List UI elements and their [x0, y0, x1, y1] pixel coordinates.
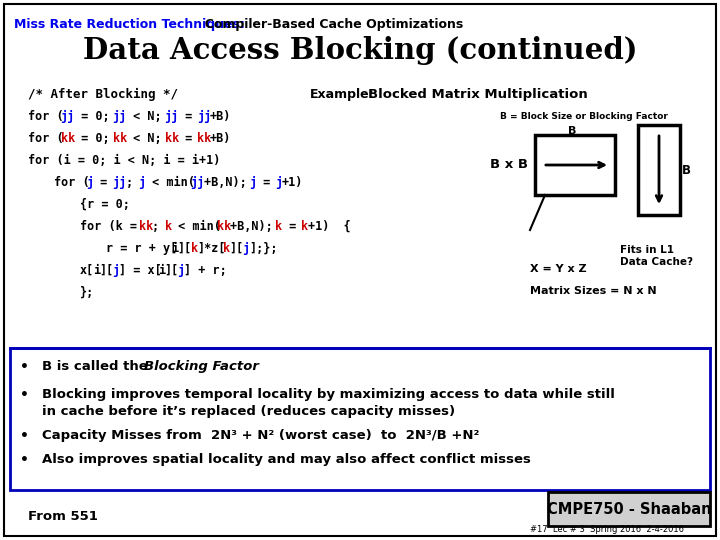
Text: kk: kk — [164, 132, 179, 145]
Text: ][: ][ — [164, 264, 179, 277]
Text: for (: for ( — [28, 110, 63, 123]
Text: Fits in L1: Fits in L1 — [620, 245, 674, 255]
Text: Blocked Matrix Multiplication: Blocked Matrix Multiplication — [368, 88, 588, 101]
Text: k: k — [275, 220, 282, 233]
Text: Miss Rate Reduction Techniques:: Miss Rate Reduction Techniques: — [14, 18, 245, 31]
Text: B: B — [568, 126, 576, 136]
Text: r = r + y[: r = r + y[ — [106, 242, 177, 255]
Text: kk: kk — [112, 132, 127, 145]
Text: •: • — [20, 360, 29, 374]
Text: ] + r;: ] + r; — [184, 264, 227, 277]
Text: j: j — [275, 176, 282, 189]
Text: +B,N);: +B,N); — [204, 176, 253, 189]
Text: };: }; — [80, 286, 94, 299]
Text: kk: kk — [217, 220, 230, 233]
Text: i: i — [158, 264, 165, 277]
Text: x[: x[ — [80, 264, 94, 277]
Text: Example:: Example: — [310, 88, 374, 101]
Text: =: = — [282, 220, 303, 233]
Text: j: j — [243, 242, 250, 255]
Text: < min(: < min( — [145, 176, 195, 189]
Text: =: = — [178, 132, 199, 145]
Text: X = Y x Z: X = Y x Z — [530, 264, 587, 274]
Text: {r = 0;: {r = 0; — [80, 198, 130, 211]
Text: k: k — [191, 242, 197, 255]
Text: +1)  {: +1) { — [307, 220, 350, 233]
Text: ] = x[: ] = x[ — [119, 264, 162, 277]
Text: jj: jj — [197, 110, 211, 123]
Text: B x B: B x B — [490, 159, 528, 172]
Text: Data Access Blocking (continued): Data Access Blocking (continued) — [83, 36, 637, 65]
Text: +B,N);: +B,N); — [230, 220, 279, 233]
Bar — [10, 348, 710, 490]
Text: = 0;: = 0; — [73, 110, 116, 123]
Bar — [535, 135, 615, 195]
Text: Data Cache?: Data Cache? — [620, 257, 693, 267]
Text: Also improves spatial locality and may also affect conflict misses: Also improves spatial locality and may a… — [42, 453, 531, 466]
Text: jj: jj — [164, 110, 179, 123]
Text: for (: for ( — [28, 132, 63, 145]
Text: = 0;: = 0; — [73, 132, 116, 145]
Text: B is called the: B is called the — [42, 360, 153, 373]
Text: < N;: < N; — [125, 132, 168, 145]
Text: j: j — [112, 264, 120, 277]
Text: =: = — [256, 176, 277, 189]
Bar — [638, 125, 680, 215]
Text: From 551: From 551 — [28, 510, 98, 523]
Text: •: • — [20, 388, 29, 402]
Text: jj: jj — [112, 110, 127, 123]
Text: for (: for ( — [54, 176, 89, 189]
Text: ][: ][ — [230, 242, 244, 255]
Text: +B): +B) — [210, 110, 231, 123]
Text: k: k — [164, 220, 171, 233]
Text: < N;: < N; — [125, 110, 168, 123]
Text: +1): +1) — [282, 176, 303, 189]
Text: k: k — [223, 242, 230, 255]
Text: j: j — [178, 264, 184, 277]
Text: kk: kk — [60, 132, 75, 145]
Text: j: j — [138, 176, 145, 189]
Text: =: = — [93, 176, 114, 189]
Text: /* After Blocking */: /* After Blocking */ — [28, 88, 178, 101]
Text: ][: ][ — [178, 242, 192, 255]
Bar — [548, 492, 710, 526]
Text: +B): +B) — [210, 132, 231, 145]
Text: =: = — [178, 110, 199, 123]
Text: Blocking Factor: Blocking Factor — [143, 360, 258, 373]
Text: k: k — [301, 220, 308, 233]
Text: •: • — [20, 429, 29, 443]
Text: i: i — [171, 242, 178, 255]
Text: in cache before it’s replaced (reduces capacity misses): in cache before it’s replaced (reduces c… — [42, 405, 455, 418]
Text: for (k =: for (k = — [80, 220, 144, 233]
Text: jj: jj — [112, 176, 127, 189]
Text: Capacity Misses from  2N³ + N² (worst case)  to  2N³/B +N²: Capacity Misses from 2N³ + N² (worst cas… — [42, 429, 480, 442]
Text: B = Block Size or Blocking Factor: B = Block Size or Blocking Factor — [500, 112, 668, 121]
Text: ][: ][ — [99, 264, 114, 277]
Text: j: j — [249, 176, 256, 189]
Text: for (i = 0; i < N; i = i+1): for (i = 0; i < N; i = i+1) — [28, 154, 220, 167]
Text: jj: jj — [60, 110, 75, 123]
Text: CMPE750 - Shaaban: CMPE750 - Shaaban — [546, 502, 711, 516]
Text: jj: jj — [191, 176, 204, 189]
Text: j: j — [86, 176, 94, 189]
Text: i: i — [93, 264, 100, 277]
Text: #17  Lec # 3  Spring 2016  2-4-2016: #17 Lec # 3 Spring 2016 2-4-2016 — [530, 525, 684, 534]
Text: Blocking improves temporal locality by maximizing access to data while still: Blocking improves temporal locality by m… — [42, 388, 615, 401]
Text: kk: kk — [197, 132, 211, 145]
Text: •: • — [20, 453, 29, 467]
Text: ;: ; — [151, 220, 166, 233]
Text: kk: kk — [138, 220, 153, 233]
Text: B: B — [682, 164, 691, 177]
Text: ];};: ];}; — [249, 242, 277, 255]
Text: ]*z[: ]*z[ — [197, 242, 225, 255]
Text: ;: ; — [125, 176, 140, 189]
Text: < min(: < min( — [171, 220, 221, 233]
Text: Matrix Sizes = N x N: Matrix Sizes = N x N — [530, 286, 657, 296]
Text: Compiler-Based Cache Optimizations: Compiler-Based Cache Optimizations — [196, 18, 463, 31]
